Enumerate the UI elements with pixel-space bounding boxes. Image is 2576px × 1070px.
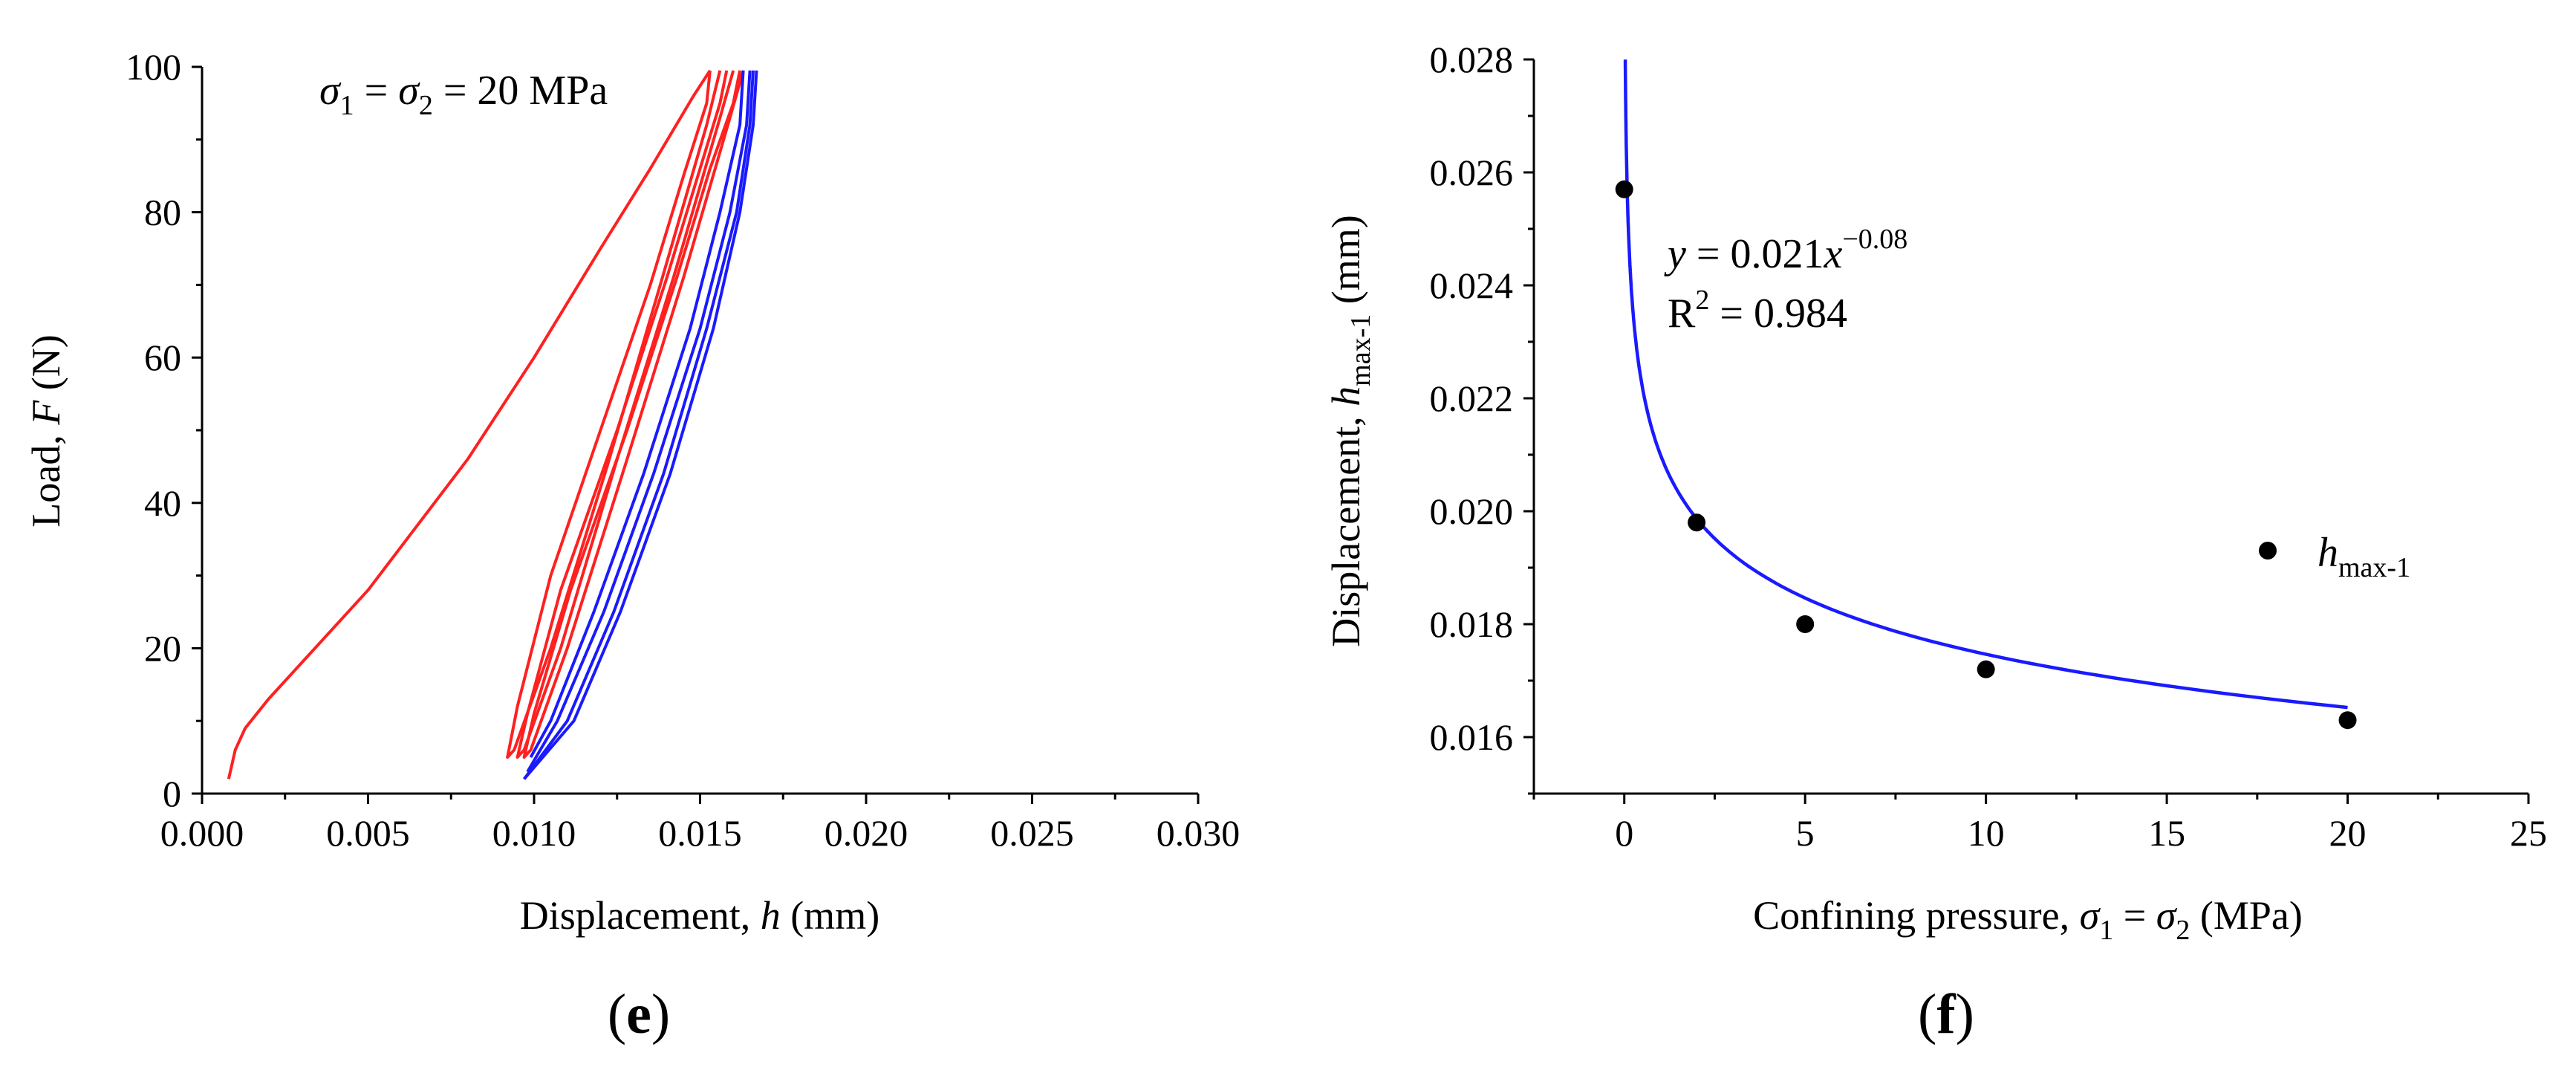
f-y-tick-label: 0.024 [1430, 265, 1514, 306]
e-x-tick-label: 0.010 [492, 812, 576, 854]
annot-sigma-1: σ [319, 68, 342, 114]
panel-e-y-title: Load, F (N) [24, 334, 68, 527]
e-series-line-0 [227, 69, 712, 779]
fit-curve [1623, 59, 2348, 710]
f-y-tick-label: 0.022 [1430, 377, 1514, 419]
r-squared: R2 = 0.984 [1668, 285, 1847, 337]
panel-e-x-title: Displacement, h (mm) [520, 893, 879, 938]
f-y-tick-label: 0.020 [1430, 490, 1514, 532]
panel-f-y-title: Displacement, hmax-1 (mm) [1324, 215, 1376, 646]
panel-e-caption: (e) [608, 983, 670, 1045]
e-y-tick-label: 80 [144, 192, 181, 233]
f-ylabel-sub: max-1 [1345, 314, 1376, 386]
e-x-tick-label: 0.020 [824, 812, 908, 854]
legend-var: h [2318, 530, 2338, 576]
f-xlabel-sub2: 2 [2176, 915, 2190, 946]
f-y-tick-label: 0.028 [1430, 39, 1514, 80]
e-series-line-6 [522, 70, 755, 780]
f-caption-letter: f [1936, 983, 1957, 1045]
f-x-tick-label: 25 [2510, 812, 2547, 854]
f-xlabel-pre: Confining pressure, [1753, 893, 2079, 938]
e-y-tick-label: 20 [144, 627, 181, 669]
e-x-tick-label: 0.025 [990, 812, 1074, 854]
annot-sub-1: 1 [340, 90, 354, 121]
data-point-4 [2338, 711, 2357, 730]
f-xlabel-post: (MPa) [2190, 893, 2302, 938]
annot-sigma-2: σ [398, 68, 420, 114]
panel-e-series [227, 69, 758, 780]
f-xlabel-s2: σ [2156, 893, 2178, 938]
e-caption-letter: e [626, 983, 651, 1045]
e-y-tick-label: 100 [126, 46, 181, 88]
eq-var: x [1823, 231, 1842, 277]
f-x-tick-label: 10 [1968, 812, 2005, 854]
panel-e-ticks: 0.000 0.005 0.010 0.015 0.020 0.025 0.030 0 20 40… [126, 46, 1240, 854]
e-ylabel-pre: Load, [24, 425, 68, 528]
e-y-tick-label: 40 [144, 482, 181, 524]
panel-f-caption: (f) [1918, 983, 1974, 1045]
data-point-3 [1977, 660, 1995, 678]
r2-value: = 0.984 [1709, 291, 1847, 337]
f-ylabel-var: h [1324, 386, 1368, 406]
panel-f-points [1615, 180, 2357, 730]
eq-coef: = 0.021 [1686, 231, 1824, 277]
e-x-tick-label: 0.000 [160, 812, 244, 854]
data-point-0 [1615, 180, 1633, 198]
legend-label: hmax-1 [2318, 530, 2410, 583]
eq-exp: −0.08 [1842, 224, 1907, 255]
e-x-tick-label: 0.030 [1157, 812, 1240, 854]
panel-f: 0 5 10 15 20 25 0.016 0.018 0.020 0.022 0.024 0.026… [1324, 39, 2547, 1045]
f-x-tick-label: 15 [2148, 812, 2185, 854]
f-x-tick-label: 5 [1796, 812, 1815, 854]
panel-f-ticks: 0 5 10 15 20 25 0.016 0.018 0.020 0.022 0.024 0.026… [1430, 39, 2548, 854]
e-xlabel-var: h [761, 893, 781, 938]
f-xlabel-sub1: 1 [2099, 915, 2113, 946]
e-series-line-4 [529, 70, 745, 759]
e-y-tick-label: 0 [163, 773, 181, 814]
legend-marker [2259, 542, 2277, 560]
r2-sup: 2 [1695, 285, 1709, 316]
f-ylabel-post: (mm) [1324, 215, 1368, 314]
e-y-tick-label: 60 [144, 337, 181, 378]
f-xlabel-s1: σ [2080, 893, 2101, 938]
e-series-line-5 [526, 70, 752, 773]
fit-equation: y = 0.021x−0.08 [1664, 224, 1907, 277]
e-ylabel-post: (N) [24, 334, 68, 400]
f-xlabel-eq: = [2113, 893, 2156, 938]
e-series-line-7 [523, 70, 758, 780]
e-xlabel-post: (mm) [781, 893, 879, 938]
panel-e: 0.000 0.005 0.010 0.015 0.020 0.025 0.030 0 20 40… [24, 46, 1240, 1045]
e-x-tick-label: 0.015 [658, 812, 742, 854]
f-y-tick-label: 0.026 [1430, 152, 1514, 193]
f-x-tick-label: 20 [2329, 812, 2367, 854]
panel-e-annotation: σ1 = σ2 = 20 MPa [319, 68, 608, 121]
e-series-line-3 [522, 70, 745, 759]
e-series-line-1 [506, 70, 722, 759]
annot-eq: = [354, 68, 399, 114]
e-ylabel-var: F [24, 400, 68, 426]
legend: hmax-1 [2259, 530, 2410, 583]
annot-sub-2: 2 [419, 90, 433, 121]
data-point-1 [1688, 513, 1706, 532]
panel-f-x-title: Confining pressure, σ1 = σ2 (MPa) [1753, 893, 2303, 946]
f-y-tick-label: 0.018 [1430, 603, 1514, 645]
e-xlabel-pre: Displacement, [520, 893, 761, 938]
f-y-tick-label: 0.016 [1430, 716, 1514, 758]
legend-sub: max-1 [2338, 552, 2410, 583]
eq-lhs: y [1664, 231, 1686, 277]
e-x-tick-label: 0.005 [326, 812, 410, 854]
f-x-tick-label: 0 [1615, 812, 1633, 854]
f-ylabel-pre: Displacement, [1324, 406, 1368, 647]
e-series-line-2 [515, 70, 735, 759]
r2-label: R [1668, 291, 1696, 337]
annot-tail: = 20 MPa [433, 68, 608, 114]
data-point-2 [1796, 615, 1815, 633]
